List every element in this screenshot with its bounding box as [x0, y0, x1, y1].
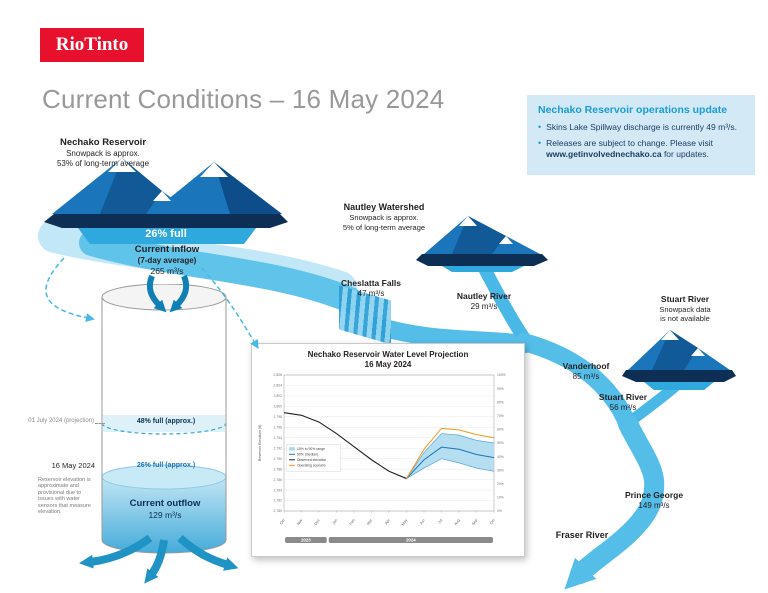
- svg-text:2,784: 2,784: [274, 488, 283, 492]
- operations-update-box: Nechako Reservoir operations update • Sk…: [527, 95, 755, 176]
- svg-text:Jul: Jul: [437, 518, 443, 524]
- projection-date-label: 01 July 2024 (projection): [28, 418, 94, 424]
- chart-subtitle: 16 May 2024: [364, 360, 412, 370]
- svg-text:2,792: 2,792: [274, 446, 283, 450]
- update-box-list: • Skins Lake Spillway discharge is curre…: [538, 122, 744, 160]
- svg-text:2,786: 2,786: [274, 478, 283, 482]
- current-inflow-label: Current inflow (7-day average) 265 m³/s: [134, 244, 200, 276]
- svg-text:Nov: Nov: [296, 518, 303, 526]
- svg-text:10% to 90% range: 10% to 90% range: [297, 447, 325, 451]
- svg-text:Observed elevation: Observed elevation: [297, 458, 326, 462]
- update-bullet: • Releases are subject to change. Please…: [538, 138, 713, 160]
- current-date-label: 16 May 2024: [51, 461, 95, 470]
- nautley-mountain-icon: [416, 208, 548, 277]
- svg-text:2,800: 2,800: [274, 405, 283, 409]
- svg-text:Feb: Feb: [349, 518, 356, 526]
- svg-text:2023: 2023: [301, 538, 311, 543]
- current-level-label: 26% full (approx.): [136, 462, 196, 469]
- svg-text:10%: 10%: [497, 496, 504, 500]
- svg-text:Jan: Jan: [332, 518, 339, 525]
- nechako-reservoir-label: Nechako Reservoir Snowpack is approx. 53…: [56, 137, 150, 168]
- svg-text:Operating scenario: Operating scenario: [297, 463, 326, 467]
- svg-text:Oct: Oct: [279, 518, 286, 526]
- water-level-projection-chart: Nechako Reservoir Water Level Projection…: [251, 343, 525, 557]
- svg-text:Sep: Sep: [471, 518, 478, 526]
- nechako-mountain-icon: [42, 146, 288, 251]
- svg-text:2024: 2024: [406, 538, 416, 543]
- svg-text:70%: 70%: [497, 414, 504, 418]
- elevation-note: Reservoir elevation is approximate and p…: [38, 477, 91, 516]
- svg-text:2,788: 2,788: [274, 467, 283, 471]
- projection-level-label: 48% full (approx.): [136, 418, 196, 425]
- projection-band: [103, 415, 225, 432]
- getinvolved-link[interactable]: www.getinvolvednechako.ca: [546, 149, 662, 160]
- svg-text:Jun: Jun: [419, 518, 426, 525]
- svg-text:0%: 0%: [497, 509, 502, 513]
- reservoir-cylinder: [96, 283, 232, 571]
- svg-text:2,804: 2,804: [274, 384, 283, 388]
- dashed-connector-icon: [45, 257, 259, 349]
- svg-text:Apr: Apr: [384, 518, 391, 526]
- prince-george-label: Prince George 149 m³/s: [624, 490, 684, 510]
- current-outflow-label: Current outflow 129 m³/s: [129, 498, 201, 520]
- svg-text:2,798: 2,798: [274, 415, 283, 419]
- bullet-icon: •: [538, 122, 542, 132]
- svg-text:2,796: 2,796: [274, 425, 283, 429]
- stuart-mountain-icon: [622, 320, 736, 397]
- svg-text:2,780: 2,780: [274, 509, 283, 513]
- fraser-river-ribbon: [564, 414, 665, 590]
- outflow-arrow-icon: [79, 534, 239, 584]
- svg-text:80%: 80%: [497, 400, 504, 404]
- vanderhoof-label: Vanderhoof 85 m³/s: [562, 361, 610, 381]
- svg-text:May: May: [401, 518, 408, 526]
- svg-text:50% (median): 50% (median): [297, 452, 318, 456]
- page-title: Current Conditions – 16 May 2024: [42, 84, 445, 114]
- svg-text:2,782: 2,782: [274, 499, 283, 503]
- svg-text:Reservoir Elevation (ft): Reservoir Elevation (ft): [258, 425, 262, 462]
- chart-title: Nechako Reservoir Water Level Projection: [307, 350, 469, 359]
- reservoir-fill-label: 26% full: [145, 228, 187, 240]
- update-box-heading: Nechako Reservoir operations update: [538, 104, 728, 116]
- bullet-icon: •: [538, 138, 542, 149]
- svg-text:2,790: 2,790: [274, 457, 283, 461]
- svg-text:50%: 50%: [497, 441, 504, 445]
- logo-text: RioTinto: [55, 34, 129, 55]
- chart-plot-area: 2,780 2,782 2,784 2,786 2,788 2,790 2,792 2,794…: [258, 373, 506, 543]
- svg-text:Dec: Dec: [314, 518, 321, 526]
- svg-text:2,794: 2,794: [274, 436, 283, 440]
- fraser-river-label: Fraser River: [555, 530, 609, 540]
- stuart-river-label: Stuart River 56 m³/s: [598, 392, 648, 412]
- svg-text:20%: 20%: [497, 482, 504, 486]
- svg-text:Mar: Mar: [366, 518, 373, 526]
- water-fill: [102, 477, 226, 553]
- svg-text:40%: 40%: [497, 455, 504, 459]
- svg-text:30%: 30%: [497, 468, 504, 472]
- svg-text:2,802: 2,802: [274, 394, 283, 398]
- svg-text:Aug: Aug: [454, 518, 461, 526]
- nautley-watershed-label: Nautley Watershed Snowpack is approx. 5%…: [342, 202, 426, 232]
- stuart-watershed-label: Stuart River Snowpack data is not availa…: [659, 294, 711, 323]
- rio-tinto-logo: RioTinto: [40, 28, 144, 62]
- update-bullet: • Skins Lake Spillway discharge is curre…: [538, 122, 738, 132]
- projection-line: [101, 422, 227, 435]
- svg-text:2,806: 2,806: [274, 373, 283, 377]
- inflow-arrow-icon: [146, 274, 190, 313]
- svg-text:100%: 100%: [497, 373, 506, 377]
- svg-text:60%: 60%: [497, 428, 504, 432]
- cheslatta-falls-label: Cheslatta Falls 47 m³/s: [341, 278, 401, 298]
- svg-text:90%: 90%: [497, 387, 504, 391]
- svg-text:Oct: Oct: [489, 518, 496, 526]
- nautley-river-label: Nautley River 29 m³/s: [456, 291, 512, 311]
